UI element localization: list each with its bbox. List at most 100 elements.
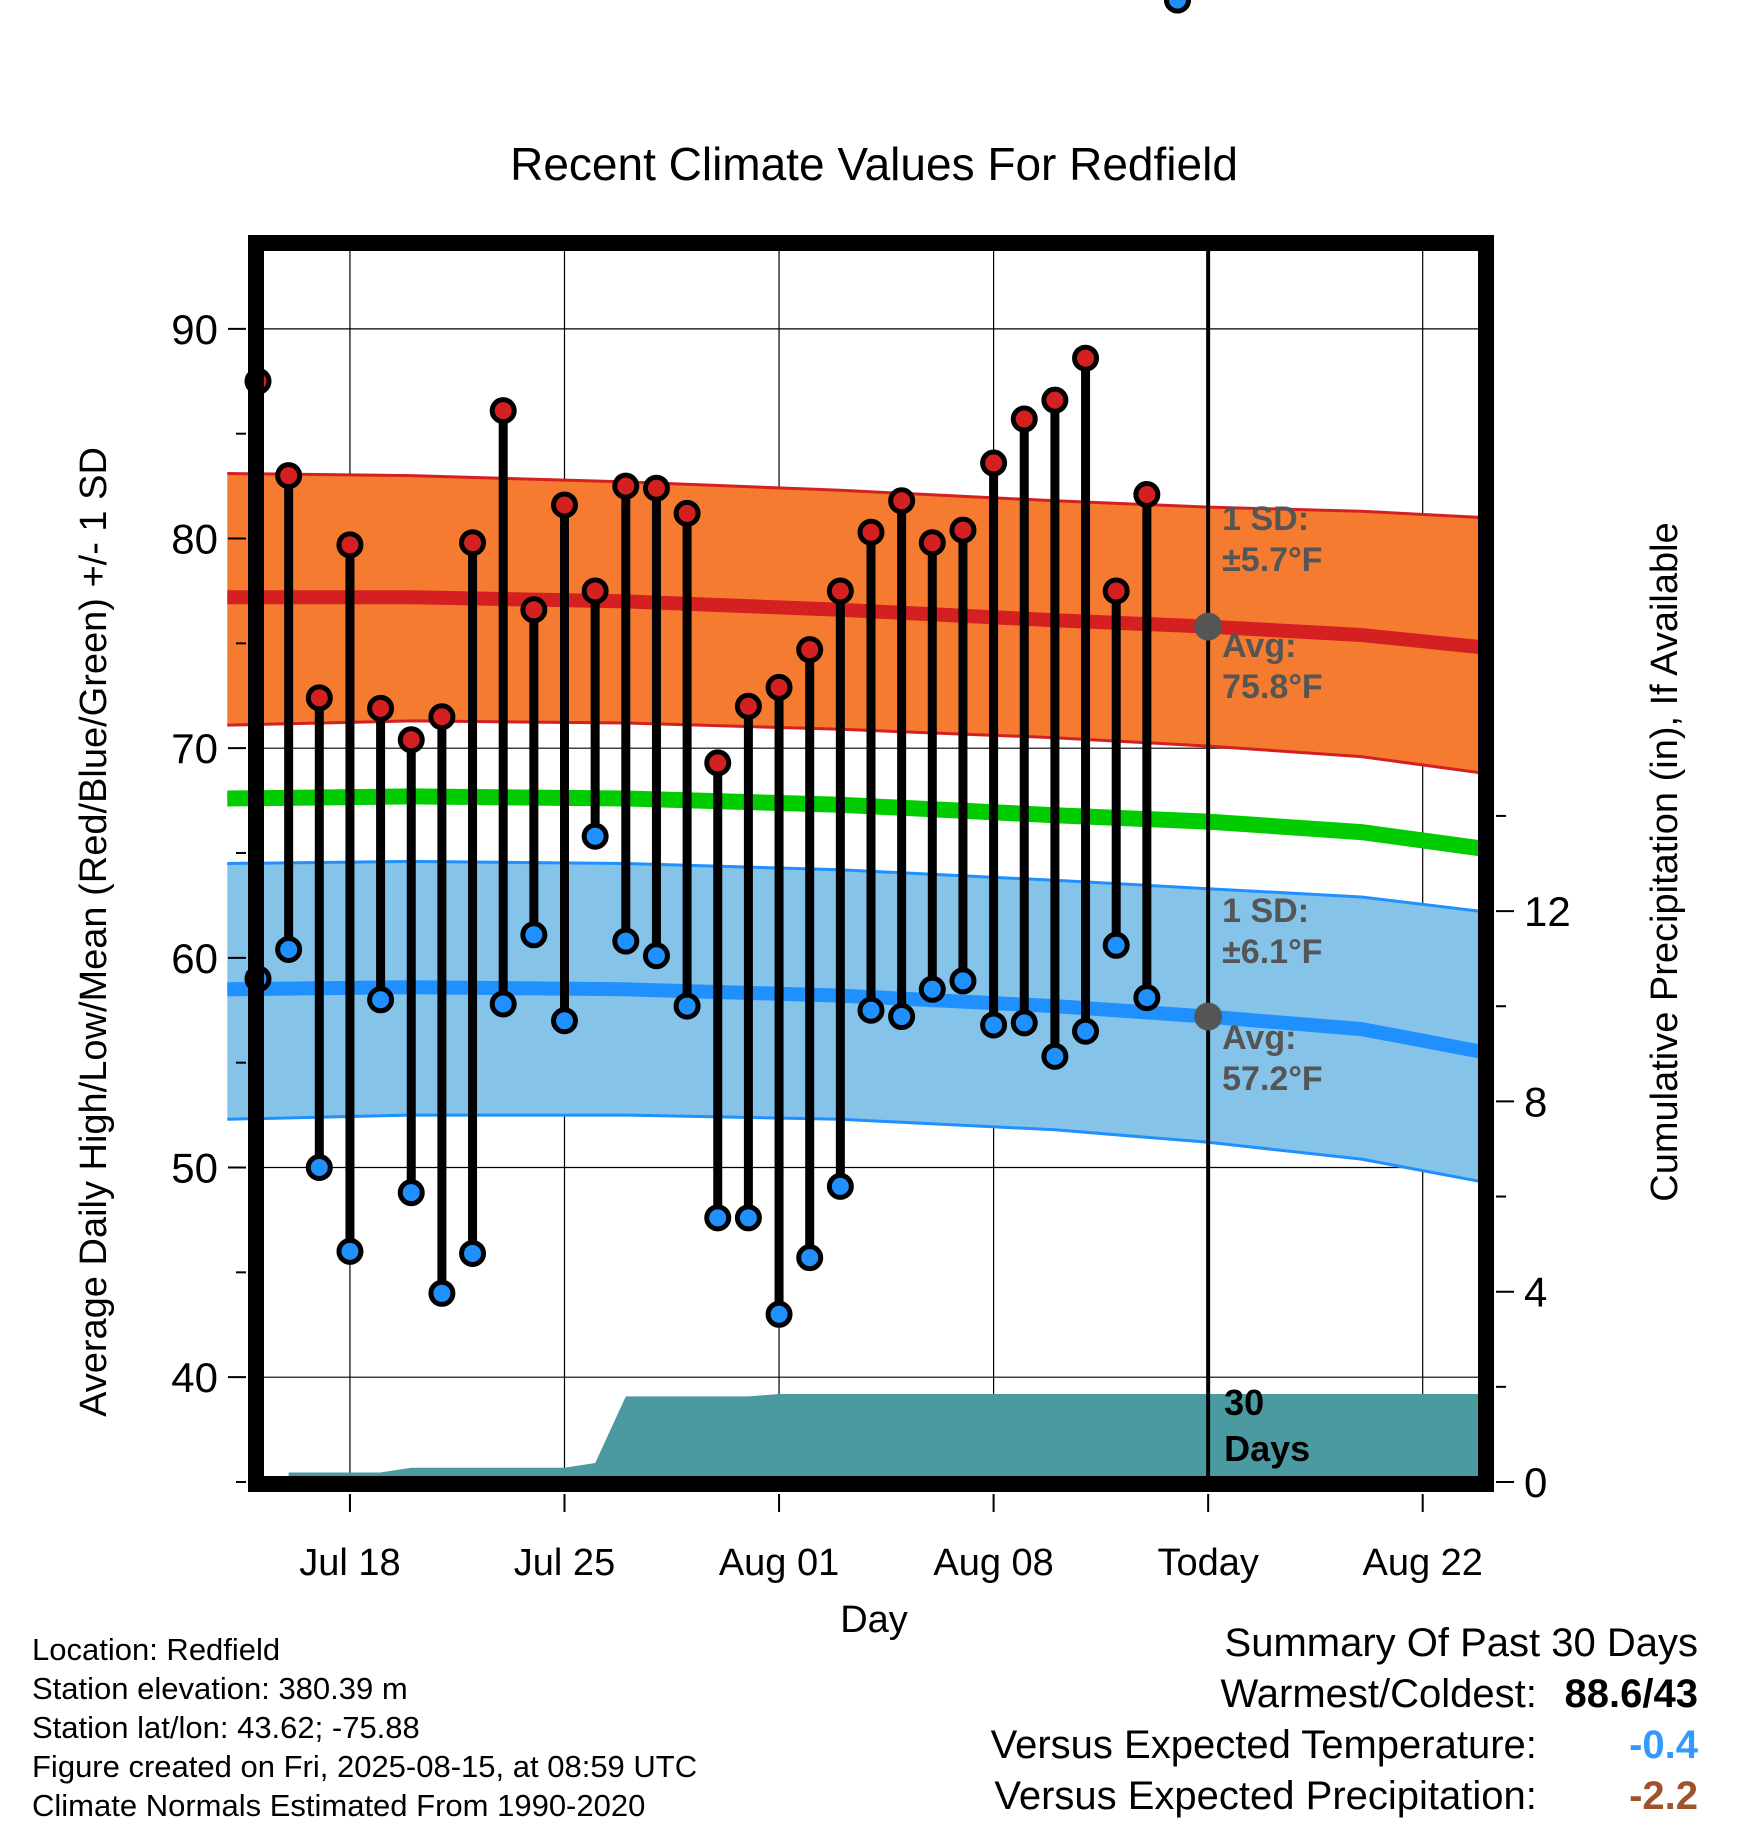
x-tick-label: Jul 18 [299, 1542, 400, 1584]
high-point [642, 474, 670, 502]
high-point [980, 449, 1008, 477]
low-point [336, 1237, 364, 1265]
high-point [397, 726, 425, 754]
y2-tick-label: 8 [1524, 1078, 1547, 1125]
mean-normal-line [227, 788, 1486, 857]
high-point [459, 529, 487, 557]
y-tick-label: 90 [171, 306, 218, 353]
low-point [918, 975, 946, 1003]
low-point [857, 996, 885, 1024]
low-sd-upper-line [227, 859, 1485, 914]
x-tick-label: Aug 01 [719, 1542, 839, 1584]
high-point [673, 499, 701, 527]
low-point [888, 1003, 916, 1031]
high-point [581, 577, 609, 605]
y-tick-label: 40 [171, 1354, 218, 1401]
low-sd-label: 1 SD: [1222, 892, 1309, 930]
low-point [551, 1007, 578, 1035]
high-sd-label: 1 SD: [1222, 500, 1309, 538]
low-point [1041, 1042, 1069, 1070]
info-latlon: Station lat/lon: 43.62; -75.88 [32, 1710, 420, 1745]
summary-temp-label: Versus Expected Temperature: [990, 1723, 1537, 1767]
x-axis-label: Day [840, 1599, 908, 1641]
high-point [734, 692, 762, 720]
high-normal-line [227, 590, 1485, 655]
y2-tick-label: 12 [1524, 888, 1571, 935]
high-point [796, 636, 824, 664]
high-point [704, 749, 732, 777]
y-tick-label: 50 [171, 1145, 218, 1192]
high-point [949, 516, 977, 544]
high-normal-today-marker [1194, 612, 1223, 641]
high-point [305, 684, 333, 712]
high-point [1102, 577, 1130, 605]
high-point [275, 462, 303, 490]
precip-area [258, 1394, 1484, 1482]
low-point [397, 1179, 425, 1207]
high-sd-band [227, 473, 1484, 774]
y2-tick-label: 4 [1524, 1269, 1547, 1316]
x-tick-label: Today [1157, 1542, 1258, 1584]
high-point [612, 472, 640, 500]
high-point [1010, 405, 1038, 433]
days-number-label: 30 [1224, 1382, 1264, 1423]
high-point [826, 577, 854, 605]
low-sd-value: ±6.1°F [1222, 933, 1322, 971]
days-word-label: Days [1224, 1428, 1310, 1469]
y-axis-label: Average Daily High/Low/Mean (Red/Blue/Gr… [73, 447, 115, 1417]
low-point [826, 1172, 854, 1200]
station-info: Location: Redfield Station elevation: 38… [32, 1630, 697, 1825]
summary-warmest-label: Warmest/Coldest: [1220, 1672, 1537, 1716]
low-point [520, 921, 548, 949]
low-point [489, 990, 517, 1018]
low-point [704, 1204, 732, 1232]
summary-precip-value: -2.2 [1629, 1774, 1698, 1818]
high-point [918, 529, 946, 557]
summary-title: Summary Of Past 30 Days [1224, 1621, 1698, 1665]
low-normal-today-marker [1194, 1002, 1223, 1031]
summary-warmest-row: Warmest/Coldest: 88.6/43 [991, 1669, 1699, 1720]
low-normal-line [227, 980, 1486, 1060]
low-point [673, 992, 701, 1020]
summary-precip-label: Versus Expected Precipitation: [994, 1774, 1537, 1818]
high-sd-upper-line [227, 472, 1485, 520]
y-tick-label: 60 [171, 935, 218, 982]
low-point [275, 935, 303, 963]
x-tick-label: Jul 25 [514, 1542, 615, 1584]
low-point [765, 1300, 793, 1328]
low-point [1102, 931, 1130, 959]
low-point [980, 1011, 1008, 1039]
plot-frame [248, 235, 1494, 1492]
high-avg-value: 75.8°F [1222, 668, 1323, 706]
x-tick-label: Aug 08 [933, 1542, 1053, 1584]
low-point [367, 986, 395, 1014]
low-point [1072, 1017, 1100, 1045]
low-avg-value: 57.2°F [1222, 1060, 1323, 1098]
low-point [1164, 0, 1191, 14]
low-point [796, 1244, 824, 1272]
high-point [857, 518, 885, 546]
summary-temp-row: Versus Expected Temperature: -0.4 [991, 1720, 1698, 1771]
summary-panel: Summary Of Past 30 Days Warmest/Coldest:… [991, 1618, 1698, 1822]
low-sd-lower-line [227, 1113, 1485, 1184]
chart-title: Recent Climate Values For Redfield [510, 138, 1238, 190]
low-point [428, 1279, 456, 1307]
low-point [1010, 1009, 1038, 1037]
info-normals: Climate Normals Estimated From 1990-2020 [32, 1788, 646, 1823]
low-point [1133, 984, 1161, 1012]
high-point [551, 491, 578, 519]
info-elevation: Station elevation: 380.39 m [32, 1671, 408, 1706]
y2-tick-label: 0 [1524, 1459, 1547, 1506]
summary-warmest-value: 88.6/43 [1564, 1672, 1698, 1716]
high-point [765, 673, 793, 701]
low-point [581, 822, 609, 850]
y-tick-label: 80 [171, 516, 218, 563]
low-avg-label: Avg: [1222, 1019, 1296, 1057]
high-point [489, 397, 517, 425]
low-point [642, 942, 670, 970]
high-point [336, 531, 364, 559]
high-point [1072, 344, 1100, 372]
summary-temp-value: -0.4 [1629, 1723, 1698, 1767]
low-point [949, 967, 977, 995]
